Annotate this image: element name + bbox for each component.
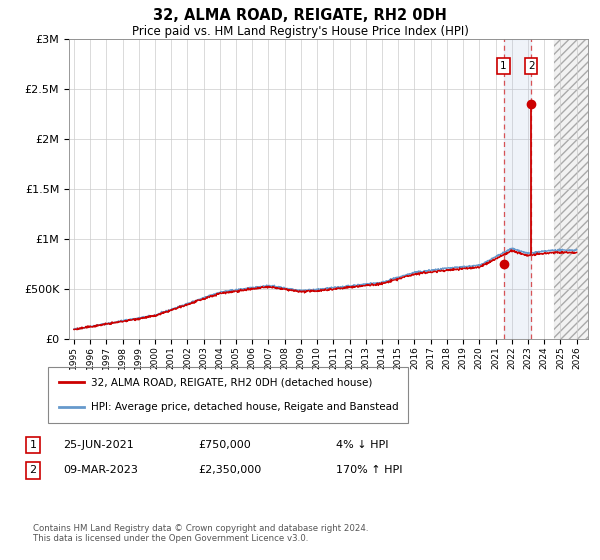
Text: 32, ALMA ROAD, REIGATE, RH2 0DH (detached house): 32, ALMA ROAD, REIGATE, RH2 0DH (detache… — [91, 377, 373, 388]
Text: 2: 2 — [528, 61, 535, 71]
Text: £750,000: £750,000 — [198, 440, 251, 450]
Bar — [503, 39, 531, 339]
Text: 1: 1 — [500, 61, 507, 71]
Text: Contains HM Land Registry data © Crown copyright and database right 2024.
This d: Contains HM Land Registry data © Crown c… — [33, 524, 368, 543]
Text: 2: 2 — [29, 465, 37, 475]
Text: 25-JUN-2021: 25-JUN-2021 — [63, 440, 134, 450]
Text: 170% ↑ HPI: 170% ↑ HPI — [336, 465, 403, 475]
Text: 09-MAR-2023: 09-MAR-2023 — [63, 465, 138, 475]
Text: 4% ↓ HPI: 4% ↓ HPI — [336, 440, 389, 450]
Text: 1: 1 — [29, 440, 37, 450]
Bar — [554, 39, 590, 339]
Text: 32, ALMA ROAD, REIGATE, RH2 0DH: 32, ALMA ROAD, REIGATE, RH2 0DH — [153, 8, 447, 24]
Text: Price paid vs. HM Land Registry's House Price Index (HPI): Price paid vs. HM Land Registry's House … — [131, 25, 469, 38]
Text: HPI: Average price, detached house, Reigate and Banstead: HPI: Average price, detached house, Reig… — [91, 402, 399, 412]
Bar — [554, 39, 590, 339]
Text: £2,350,000: £2,350,000 — [198, 465, 261, 475]
